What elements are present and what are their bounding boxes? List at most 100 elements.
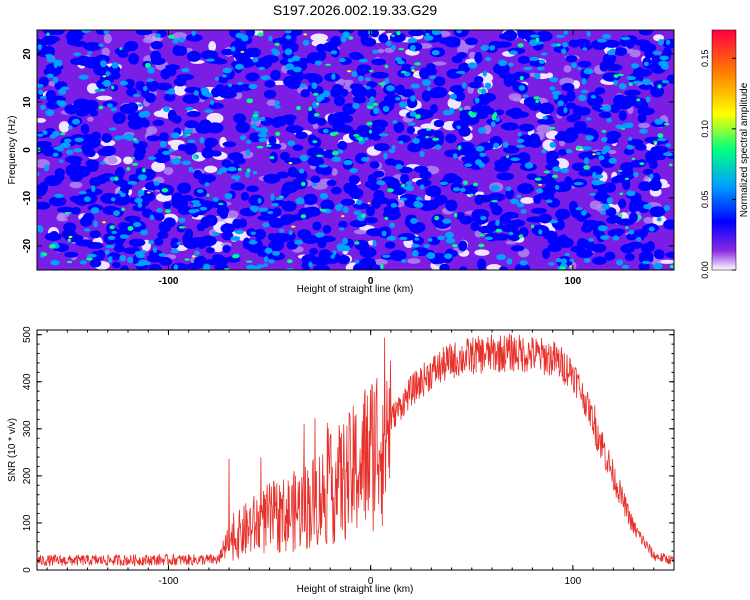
- heatmap-cell: [242, 237, 252, 250]
- heatmap-cell: [389, 222, 396, 228]
- heatmap-cell: [354, 241, 360, 245]
- heatmap-cell: [287, 81, 298, 89]
- heatmap-cell: [178, 217, 186, 223]
- heatmap-cell: [608, 215, 622, 222]
- heatmap-cell: [645, 96, 651, 103]
- heatmap-cell: [589, 192, 596, 196]
- heatmap-cell: [295, 131, 308, 140]
- heatmap-cell: [577, 67, 582, 71]
- heatmap-cell: [400, 183, 405, 188]
- heatmap-cell: [529, 56, 539, 61]
- heatmap-cell: [252, 57, 259, 63]
- heatmap-cell: [630, 160, 646, 168]
- heatmap-cell: [137, 189, 145, 197]
- heatmap-cell: [516, 138, 525, 143]
- heatmap-cell: [657, 84, 662, 89]
- heatmap-cell: [608, 157, 617, 164]
- heatmap-cell: [620, 162, 634, 171]
- heatmap-cell: [597, 225, 608, 232]
- heatmap-cell: [342, 237, 349, 245]
- heatmap-cell: [303, 206, 321, 217]
- heatmap-cell: [100, 88, 105, 92]
- heatmap-cell: [629, 202, 638, 214]
- heatmap-cell: [606, 130, 622, 140]
- heatmap-cell: [397, 251, 406, 262]
- heatmap-cell: [479, 233, 485, 237]
- heatmap-cell: [89, 259, 102, 268]
- heatmap-cell: [349, 83, 364, 91]
- heatmap-cell: [495, 219, 500, 227]
- snr-x-tick-label: -100: [158, 576, 178, 587]
- heatmap-cell: [582, 47, 588, 51]
- heatmap-cell: [489, 45, 496, 51]
- heatmap-cell: [362, 37, 377, 47]
- heatmap-cell: [601, 130, 607, 133]
- heatmap-cell: [331, 156, 342, 163]
- heatmap-cell: [101, 133, 112, 143]
- heatmap-cell: [410, 66, 415, 70]
- heatmap-cell: [479, 152, 486, 157]
- heatmap-cell: [268, 259, 275, 264]
- heatmap-cell: [357, 136, 364, 142]
- heatmap-cell: [292, 144, 304, 151]
- heatmap-cell: [119, 234, 130, 239]
- heatmap-cell: [426, 199, 440, 210]
- heatmap-cell: [89, 230, 101, 239]
- heatmap-cell: [475, 159, 483, 166]
- heatmap-cell: [176, 241, 181, 246]
- heatmap-cell: [383, 152, 388, 160]
- heatmap-cell: [343, 160, 353, 166]
- heatmap-cell: [382, 254, 391, 258]
- heatmap-cell: [586, 30, 591, 38]
- heatmap-cell: [230, 46, 236, 52]
- heatmap-cell: [601, 136, 608, 143]
- heatmap-cell: [407, 122, 416, 126]
- heatmap-cell: [453, 212, 458, 218]
- heatmap-cell: [512, 71, 530, 81]
- heatmap-cell: [638, 181, 652, 192]
- heatmap-cell: [64, 251, 79, 258]
- heatmap-cell: [393, 121, 405, 133]
- heatmap-cell: [560, 168, 569, 174]
- heatmap-cell: [268, 217, 285, 228]
- heatmap-cell: [213, 58, 228, 65]
- heatmap-cell: [184, 120, 199, 129]
- heatmap-cell: [128, 53, 140, 65]
- heatmap-cell: [625, 226, 629, 229]
- heatmap-cell: [557, 100, 565, 106]
- heatmap-cell: [46, 32, 50, 36]
- heatmap-cell: [38, 89, 44, 95]
- heatmap-cell: [643, 61, 649, 67]
- heatmap-cell: [357, 30, 371, 38]
- heatmap-cell: [575, 145, 582, 150]
- heatmap-cell: [399, 197, 408, 201]
- heatmap-cell: [500, 122, 519, 131]
- heatmap-cell: [478, 88, 482, 94]
- heatmap-cell: [214, 84, 227, 96]
- heatmap-cell: [295, 197, 305, 205]
- heatmap-cell: [429, 104, 439, 114]
- heatmap-cell: [113, 176, 119, 181]
- heatmap-cell: [467, 62, 478, 69]
- heatmap-cell: [583, 68, 594, 75]
- heatmap-cell: [105, 244, 115, 249]
- heatmap-cell: [391, 34, 395, 37]
- heatmap-cell: [73, 98, 91, 110]
- heatmap-cell: [654, 118, 664, 125]
- heatmap-cell: [545, 199, 553, 204]
- heatmap-cell: [235, 32, 244, 39]
- heatmap-cell: [94, 89, 102, 93]
- heatmap-cell: [151, 161, 166, 172]
- heatmap-cell: [196, 222, 206, 232]
- heatmap-cell: [222, 67, 232, 74]
- colorbar-label: Normalized spectral amplitude: [739, 82, 750, 217]
- heatmap-cell: [590, 95, 597, 99]
- heatmap-cell: [103, 33, 112, 44]
- heatmap-cell: [618, 110, 627, 121]
- heatmap-cell: [218, 76, 229, 84]
- heatmap-cell: [72, 118, 81, 125]
- heatmap-cell: [199, 136, 205, 144]
- heatmap-cell: [246, 264, 256, 270]
- heatmap-cell: [296, 105, 302, 111]
- heatmap-cell: [205, 247, 215, 254]
